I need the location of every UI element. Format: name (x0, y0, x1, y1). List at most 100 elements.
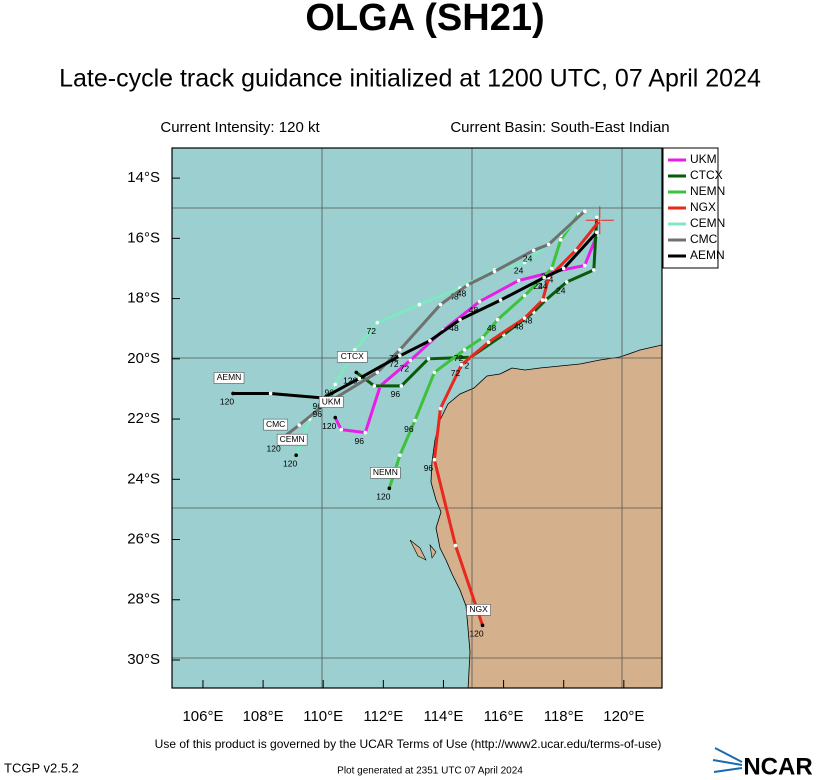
track-point (582, 263, 587, 268)
hour-label: 48 (487, 323, 497, 333)
legend-label: UKM (690, 152, 717, 166)
title: OLGA (SH21) (305, 0, 544, 39)
track-name-box (370, 467, 401, 479)
track-point (399, 384, 404, 388)
lat-tick-label: 24°S (127, 470, 160, 487)
track-point (333, 382, 338, 387)
hour-label: 120 (469, 629, 483, 639)
track-point (438, 406, 443, 411)
hour-label: 24 (523, 254, 533, 264)
hour-label: 48 (449, 323, 459, 333)
hour-label: 96 (312, 409, 322, 419)
track-point (498, 298, 503, 302)
track-point (438, 302, 443, 307)
lon-tick-label: 118°E (544, 708, 584, 725)
hour-label: 48 (469, 305, 479, 315)
hour-label: 96 (404, 424, 414, 434)
hour-label: 120 (376, 492, 390, 502)
track-point (294, 453, 298, 457)
legend-label: CMC (690, 232, 718, 246)
track-name-box (466, 604, 491, 616)
track-point (375, 320, 380, 325)
track-point (426, 357, 431, 361)
track-point (582, 209, 587, 214)
track-point (540, 298, 545, 302)
lon-tick-label: 112°E (363, 708, 403, 725)
track-point (297, 423, 301, 427)
basin: Current Basin: South-East Indian (450, 119, 669, 136)
hour-label: 96 (324, 388, 334, 398)
version: TCGP v2.5.2 (4, 760, 79, 775)
track-point (354, 370, 359, 375)
track-point (542, 275, 546, 280)
track-point (477, 299, 482, 304)
track-name-box (276, 433, 308, 446)
legend-label: CEMN (690, 216, 725, 230)
lon-tick-label: 106°E (182, 708, 223, 725)
track-point (546, 242, 551, 247)
track-point (522, 293, 527, 298)
lon-tick-label: 114°E (423, 708, 463, 725)
track-point (465, 283, 470, 287)
hour-label: 72 (451, 368, 461, 378)
hour-label: 96 (424, 463, 434, 473)
track-point (549, 266, 554, 271)
track-point (486, 340, 491, 345)
lat-tick-label: 16°S (127, 229, 160, 246)
lat-tick-label: 26°S (127, 530, 160, 547)
lon-tick-label: 110°E (303, 708, 343, 725)
track-point (417, 302, 422, 307)
hour-label: 24 (556, 285, 566, 295)
track-point (573, 248, 578, 253)
track-name: CEMN (280, 434, 305, 444)
logo-rays (712, 747, 743, 773)
hour-label: 96 (355, 436, 365, 446)
track-point (398, 354, 402, 358)
track-point (495, 317, 500, 322)
track-point (339, 427, 344, 432)
map-frame (171, 147, 663, 689)
track-name: NGX (469, 604, 488, 614)
tracks: 2448729612024487296120244872961202448729… (220, 209, 602, 639)
hour-label: 48 (457, 288, 467, 298)
hour-label: 120 (322, 421, 336, 431)
track-point (352, 347, 357, 352)
track-point (543, 298, 548, 302)
hour-label: 72 (389, 359, 399, 369)
hour-label: 48 (514, 321, 524, 331)
hour-label: 48 (523, 315, 533, 325)
hour-label: 96 (312, 401, 322, 411)
subtitle: Late-cycle track guidance initialized at… (59, 65, 761, 93)
track-point (408, 358, 413, 363)
track-point (594, 215, 599, 220)
hour-label: 24 (538, 281, 548, 291)
track-point (591, 268, 596, 272)
terms: Use of this product is governed by the U… (155, 737, 662, 751)
track-point (564, 280, 569, 284)
legend-label: AEMN (690, 248, 725, 262)
track-point (522, 316, 527, 320)
track-name: AEMN (217, 372, 242, 382)
track-point (268, 391, 273, 396)
track-point (432, 370, 437, 375)
legend-label: NGX (690, 200, 716, 214)
hour-label: 120 (283, 458, 297, 468)
legend-label: NEMN (690, 184, 725, 198)
track-point (459, 363, 464, 367)
hour-label: 120 (220, 397, 234, 407)
track-name-box (318, 396, 344, 408)
logo: NCAR (743, 753, 812, 780)
track-point (231, 391, 235, 396)
track-point (333, 415, 338, 420)
island (409, 539, 437, 561)
track-point (458, 317, 462, 322)
hour-label: 72 (460, 361, 470, 371)
track-point (594, 230, 599, 235)
track-point (372, 384, 377, 388)
track-point (375, 370, 380, 375)
track-name-box (263, 418, 288, 431)
track-point (357, 376, 362, 381)
track-point (453, 543, 458, 548)
hour-label: 120 (343, 376, 357, 386)
